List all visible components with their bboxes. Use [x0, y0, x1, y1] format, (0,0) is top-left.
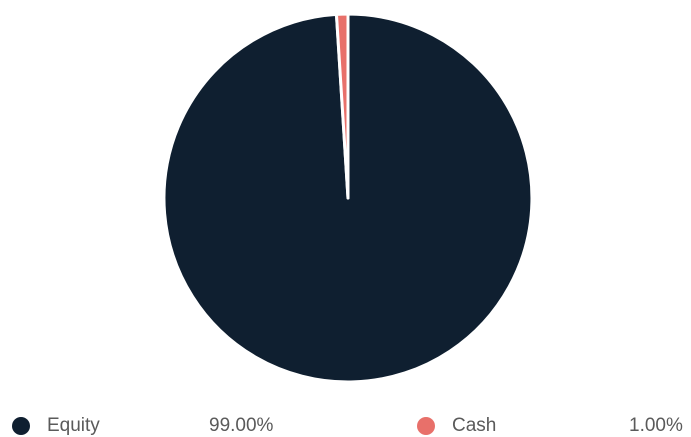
legend-label-cash: Cash [452, 414, 497, 436]
legend-item-cash: Cash [417, 414, 496, 437]
legend-item-equity: Equity [12, 414, 100, 437]
legend-swatch-cash [417, 416, 435, 435]
legend-value-cash: 1.00% [629, 415, 683, 436]
legend-value-equity: 99.00% [209, 415, 274, 436]
pie-slice-cash [334, 12, 350, 200]
legend-swatch-equity [12, 416, 30, 435]
legend-label-equity: Equity [47, 414, 100, 436]
pie-slices [162, 12, 534, 384]
